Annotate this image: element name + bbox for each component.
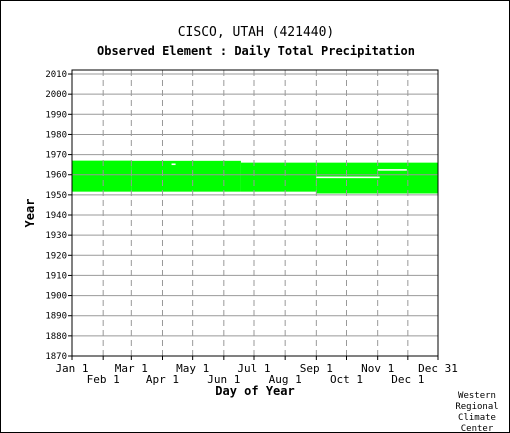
y-tick-label-1870: 1870 [45,352,67,362]
y-tick-label-1980: 1980 [45,130,67,140]
y-tick-label-2010: 2010 [45,70,67,80]
y-tick-label-1930: 1930 [45,231,67,241]
x-tick-label-nov-1: Nov 1 [361,362,394,375]
x-tick-label-sep-1: Sep 1 [300,362,333,375]
y-tick-label-1890: 1890 [45,312,67,322]
plot-border [71,69,439,357]
x-tick-label-apr-1: Apr 1 [146,373,179,386]
coverage-layer [72,160,438,194]
x-tick-label-jan-1: Jan 1 [55,362,88,375]
coverage-bar-2 [240,162,317,192]
plot-area [72,70,438,356]
coverage-bar-0 [72,160,132,192]
y-tick-label-2000: 2000 [45,90,67,100]
y-tick-label-1960: 1960 [45,171,67,181]
coverage-bar-1 [131,160,241,192]
x-tick-label-oct-1: Oct 1 [330,373,363,386]
y-tick-label-1880: 1880 [45,332,67,342]
chart-title: CISCO, UTAH (421440) [177,25,335,40]
axes-layer [68,69,439,360]
x-tick-label-dec-1: Dec 1 [391,373,424,386]
x-tick-label-may-1: May 1 [176,362,209,375]
x-tick-label-feb-1: Feb 1 [87,373,120,386]
missing-gap-1 [377,169,407,171]
labels-layer: 1870 1880 1890 1900 1910 1920 1930 1940 1950 1960… [23,70,458,398]
y-tick-label-1900: 1900 [45,292,67,302]
x-tick-label-jul-1: Jul 1 [237,362,270,375]
y-tick-label-1910: 1910 [45,271,67,281]
y-tick-label-1920: 1920 [45,251,67,261]
x-tick-label-aug-1: Aug 1 [269,373,302,386]
grid-layer [72,70,438,357]
missing-gap-0 [316,176,380,179]
plot-background [72,70,438,356]
x-tick-label-mar-1: Mar 1 [115,362,148,375]
y-tick-label-1940: 1940 [45,211,67,221]
credit-text: Western Regional Climate Center [455,391,499,433]
x-tick-label-dec-31: Dec 31 [418,362,458,375]
y-tick-label-1950: 1950 [45,191,67,201]
y-tick-label-1970: 1970 [45,151,67,161]
missing-gap-2 [171,163,176,166]
x-axis-label: Day of Year [215,384,294,398]
chart-subtitle: Observed Element : Daily Total Precipita… [97,44,415,58]
y-axis-label: Year [23,199,37,228]
x-tick-label-jun-1: Jun 1 [207,373,240,386]
y-tick-label-1990: 1990 [45,110,67,120]
